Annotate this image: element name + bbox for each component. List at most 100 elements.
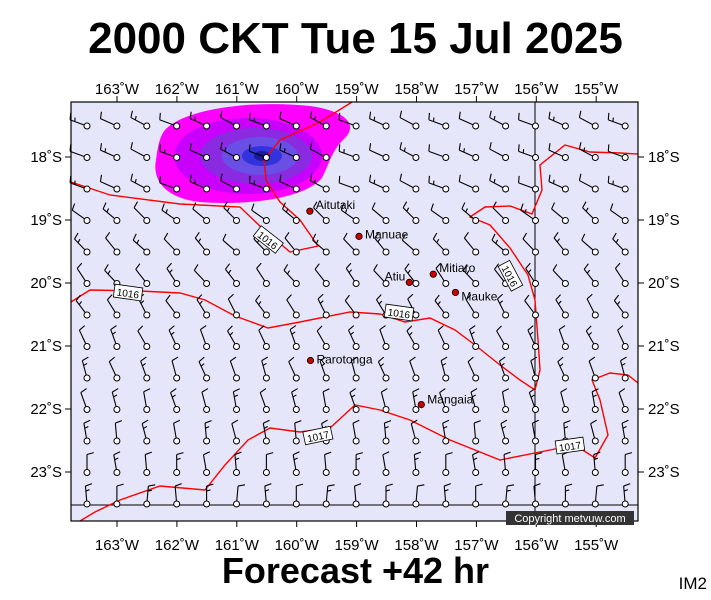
wind-barb [472,451,480,476]
wind-barb [309,173,330,193]
isobar-label: 1016 [387,307,411,321]
wind-barb [256,262,270,287]
wind-barb [607,175,629,193]
wind-barb [404,263,420,287]
wind-barb [132,233,151,256]
wind-barb [255,294,270,319]
wind-barb [143,388,151,413]
wind-barb [130,142,151,161]
isobar-labels: 1016 1016 1016 1016 1017 1017 [112,225,586,454]
wind-barb [173,419,181,445]
lon-tick-label-bottom: 160˚W [275,537,320,554]
wind-barb [432,232,450,256]
wind-barb [501,388,510,413]
wind-barb [382,420,392,445]
wind-barb [322,484,335,508]
wind-barb [344,294,360,319]
wind-barb [143,451,152,476]
wind-barb [561,451,569,476]
wind-barb [618,388,629,413]
wind-barb [489,173,510,193]
wind-barb [588,356,599,382]
wind-barb [229,356,240,382]
lat-tick-label-left: 22˚S [30,401,62,418]
wind-barb [382,451,390,476]
wind-barb [289,325,300,350]
wind-barb [613,294,629,319]
lon-tick-label-bottom: 157˚W [454,537,499,554]
wind-barb [198,356,211,382]
wind-barb [316,325,330,350]
wind-barb [312,201,330,224]
lon-tick-label-bottom: 162˚W [155,537,200,554]
wind-barb [166,262,181,287]
wind-barb [189,174,211,193]
wind-barb [561,483,573,508]
wind-barb [502,484,515,508]
wind-barb [528,388,539,413]
wind-barb [442,419,450,445]
wind-barb [412,451,422,476]
wind-barb [227,325,240,350]
wind-barb [322,388,330,413]
wind-barb [113,420,123,445]
wind-barb [591,451,601,476]
wind-barb [338,175,360,193]
wind-barb [472,420,481,445]
wind-barb [555,294,569,319]
wind-barb [111,388,121,413]
map-title: 2000 CKT Tue 15 Jul 2025 [88,14,623,63]
forecast-label: Forecast +42 hr [221,550,490,591]
wind-barb [223,201,240,224]
wind-barb [532,483,541,508]
lat-tick-label-left: 20˚S [30,275,62,292]
wind-barb [531,419,539,445]
wind-barb [458,143,480,161]
wind-barb [99,111,121,130]
wind-barb [159,175,181,193]
wind-barb [548,174,569,193]
wind-barb [83,452,94,476]
wind-barb [284,231,300,256]
wind-barb [465,294,480,319]
wind-barb [440,356,450,382]
wind-barb [279,111,300,130]
copyright-box: Copyright metvuw.com [506,511,634,525]
wind-barb [379,325,390,350]
wind-barb [586,293,599,319]
wind-barb [614,262,629,287]
isobar-label: 1017 [306,430,330,445]
wind-barb [163,232,181,256]
lon-tick-label-bottom: 158˚W [394,537,439,554]
wind-barb [108,356,121,382]
wind-barb [309,142,330,161]
wind-barb [227,293,240,319]
wind-barb [621,419,629,445]
wind-barb [283,264,300,287]
wind-barb [409,356,420,382]
wind-barb [612,232,629,256]
wind-barb [74,232,91,256]
wind-barb [170,388,181,413]
wind-barb [369,143,390,161]
wind-barb [113,483,124,508]
wind-barb [292,483,304,508]
wind-barb [173,452,184,476]
wind-barb [548,111,569,130]
wind-barb [518,175,539,193]
wind-barb [461,202,480,224]
wind-barb [428,112,450,130]
wind-barb [71,203,91,224]
lon-tick-label-bottom: 155˚W [574,537,619,554]
lat-tick-label-left: 19˚S [30,212,62,229]
wind-barb [130,110,151,130]
wind-barb [159,112,181,130]
wind-barb [314,263,330,287]
wind-barb [106,294,121,319]
wind-barb [141,419,151,445]
wind-barb [347,325,360,350]
wind-barb [412,484,425,508]
isobar-label: 1016 [116,287,140,301]
isobars [71,102,638,521]
wind-barb [498,356,510,382]
